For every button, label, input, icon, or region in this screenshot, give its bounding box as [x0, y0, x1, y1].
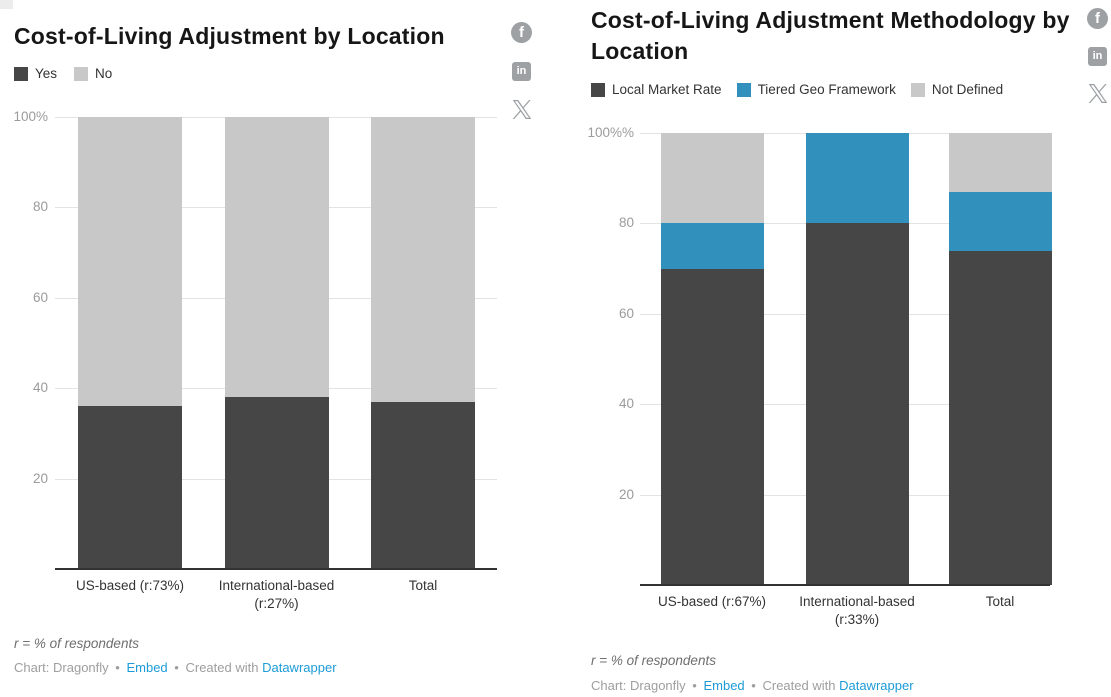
corner-artifact — [0, 0, 13, 9]
share-icons: f in — [511, 22, 532, 119]
y-tick-label: 80 — [32, 199, 48, 215]
legend-swatch — [14, 66, 28, 81]
legend-label: No — [95, 66, 113, 81]
y-tick-label: 40 — [618, 396, 634, 412]
legend-swatch — [910, 82, 925, 97]
bar-segment-no[interactable] — [78, 117, 182, 407]
bar-segment-tiered-geo-framework[interactable] — [948, 191, 1052, 251]
bar-segment-no[interactable] — [371, 117, 475, 402]
y-tick-label: 20 — [32, 470, 48, 486]
chart-footer: Chart: Dragonfly • Embed • Created with … — [14, 660, 337, 675]
x-tick-label: Total — [985, 594, 1015, 609]
bar-segment-local-market-rate[interactable] — [660, 268, 764, 585]
footer-separator: • — [115, 660, 120, 675]
legend-item: Tiered Geo Framework — [736, 82, 896, 97]
footer-separator: • — [751, 678, 756, 693]
bar-segment-no[interactable] — [224, 117, 329, 398]
bar-segment-not-defined[interactable] — [948, 133, 1052, 192]
chart-title: Cost-of-Living Adjustment by Location — [14, 23, 445, 49]
y-tick-label: 100% — [13, 109, 48, 124]
bar-segment-local-market-rate[interactable] — [805, 223, 909, 585]
chart-legend: Yes No — [14, 66, 112, 81]
legend-swatch — [591, 82, 605, 97]
y-tick-label: 40 — [32, 380, 48, 396]
y-tick-label: 60 — [618, 305, 634, 321]
x-axis-line — [640, 584, 1050, 586]
y-tick-label: 100%% — [587, 125, 634, 140]
legend-label: Yes — [35, 66, 58, 81]
chart-footnote: r = % of respondents — [591, 653, 716, 668]
embed-link[interactable]: Embed — [703, 678, 745, 693]
x-logo-glyph — [512, 100, 531, 119]
facebook-share-icon[interactable]: f — [1087, 8, 1108, 29]
x-tick-label: US-based (r:73%) — [75, 578, 185, 593]
linkedin-share-icon[interactable]: in — [512, 62, 531, 81]
footer-separator: • — [174, 660, 179, 675]
legend-item: Yes — [14, 66, 57, 81]
chart-footer: Chart: Dragonfly • Embed • Created with … — [591, 678, 914, 693]
y-tick-label: 60 — [32, 289, 48, 305]
x-tick-label: International-based (r:27%) — [218, 578, 335, 611]
legend-label: Local Market Rate — [612, 82, 722, 97]
legend-label: Not Defined — [931, 82, 1004, 97]
legend-label: Tiered Geo Framework — [757, 82, 896, 97]
x-axis-line — [55, 568, 497, 570]
legend-item: Local Market Rate — [591, 82, 722, 97]
x-tick-label: Total — [408, 578, 438, 593]
footer-created-with: Created with — [762, 678, 836, 693]
datawrapper-link[interactable]: Datawrapper — [262, 660, 337, 675]
x-share-icon[interactable] — [1088, 84, 1108, 103]
legend-swatch — [736, 82, 751, 97]
datawrapper-link[interactable]: Datawrapper — [839, 678, 914, 693]
footer-credit: Chart: Dragonfly — [14, 660, 109, 675]
bar-segment-not-defined[interactable] — [660, 133, 764, 224]
x-share-icon[interactable] — [512, 100, 532, 119]
chart-footnote: r = % of respondents — [14, 636, 139, 651]
bar-segment-yes[interactable] — [224, 397, 329, 569]
legend-item: No — [74, 66, 112, 81]
legend-swatch — [74, 66, 89, 81]
facebook-share-icon[interactable]: f — [511, 22, 532, 43]
chart-title: Cost-of-Living Adjustment Methodology by… — [591, 7, 1070, 64]
embed-link[interactable]: Embed — [126, 660, 168, 675]
chart-legend: Local Market Rate Tiered Geo Framework Not… — [591, 82, 1003, 97]
footer-credit: Chart: Dragonfly — [591, 678, 686, 693]
bar-segment-yes[interactable] — [78, 406, 182, 569]
linkedin-share-icon[interactable]: in — [1088, 47, 1107, 66]
footer-created-with: Created with — [185, 660, 259, 675]
bar-segment-tiered-geo-framework[interactable] — [805, 133, 909, 224]
bar-segment-tiered-geo-framework[interactable] — [660, 223, 764, 269]
y-tick-label: 20 — [618, 486, 634, 502]
y-tick-label: 80 — [618, 215, 634, 231]
bar-segment-yes[interactable] — [371, 401, 475, 569]
share-icons: f in — [1087, 8, 1108, 103]
x-tick-label: International-based (r:33%) — [799, 594, 915, 627]
footer-separator: • — [692, 678, 697, 693]
x-tick-label: US-based (r:67%) — [657, 594, 767, 609]
x-logo-glyph — [1088, 84, 1107, 103]
bar-segment-local-market-rate[interactable] — [948, 250, 1052, 585]
legend-item: Not Defined — [910, 82, 1004, 97]
